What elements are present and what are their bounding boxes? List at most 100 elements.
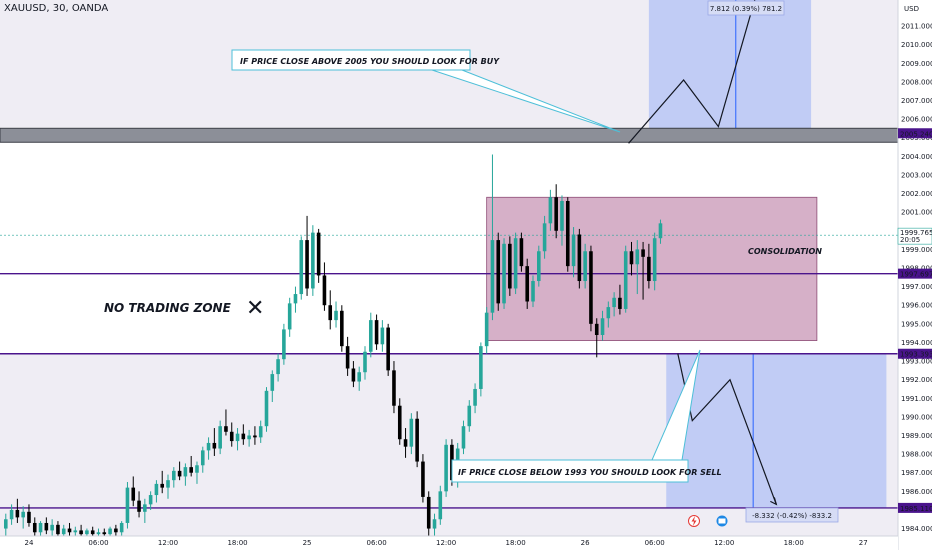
y-tick-label: 1984.000: [901, 525, 932, 533]
candle: [195, 461, 199, 484]
candle: [235, 428, 240, 451]
candle-body: [137, 500, 141, 512]
candle-body: [351, 368, 356, 382]
candle: [496, 232, 501, 311]
candle-body: [15, 509, 20, 518]
candle: [479, 342, 483, 397]
x-tick-label: 12:00: [714, 539, 734, 547]
candle-body: [496, 240, 501, 304]
candle-body: [235, 433, 240, 442]
y-tick-label: 1993.000: [901, 358, 932, 366]
y-tick-label: 2010.000: [901, 41, 932, 49]
candle-body: [270, 374, 275, 391]
x-tick-label: 06:00: [88, 539, 108, 547]
candle: [409, 413, 414, 455]
candle-body: [229, 431, 234, 442]
candle-body: [368, 320, 373, 352]
candle: [386, 323, 390, 376]
x-tick-label: 18:00: [227, 539, 247, 547]
candle: [67, 522, 72, 536]
candle: [270, 370, 275, 402]
candle: [183, 463, 188, 486]
candle: [461, 420, 466, 455]
candle: [166, 474, 170, 499]
candles-layer: [3, 154, 663, 536]
candle: [119, 521, 124, 536]
candle-body: [484, 312, 489, 347]
candle-body: [311, 232, 315, 289]
candle: [32, 517, 37, 536]
candle-body: [73, 530, 78, 533]
candle: [206, 437, 211, 460]
candle: [565, 197, 570, 272]
candle: [27, 504, 31, 527]
candle: [508, 236, 512, 296]
x-tick-label: 18:00: [506, 539, 526, 547]
candle: [351, 361, 356, 388]
candle: [438, 485, 443, 525]
buy-callout-pointer: [431, 69, 621, 133]
candle-body: [282, 329, 286, 360]
candle-body: [374, 320, 379, 345]
candle-body: [363, 351, 367, 373]
candle-body: [525, 266, 530, 302]
candle-body: [345, 346, 350, 369]
candle-body: [537, 251, 541, 282]
candle-body: [386, 327, 390, 371]
candle-body: [224, 426, 228, 432]
candle: [548, 189, 553, 231]
candle: [299, 236, 304, 300]
candle: [148, 491, 153, 510]
candle-body: [212, 442, 217, 449]
resistance-band: [0, 128, 898, 143]
candle-body: [334, 310, 338, 321]
candle-body: [32, 522, 37, 533]
y-tick-label: 1997.000: [901, 283, 932, 291]
level-tag-label: 2005.240: [900, 130, 932, 138]
candle: [334, 301, 338, 328]
candle-body: [102, 532, 107, 535]
candle-body: [305, 240, 309, 289]
candle-body: [119, 522, 124, 533]
candle-body: [90, 530, 95, 535]
candle-body: [600, 318, 605, 335]
symbol-label: XAUUSD, 30, OANDA: [4, 3, 109, 14]
candle: [531, 275, 535, 308]
candle: [368, 312, 373, 358]
consolidation-label: CONSOLIDATION: [748, 247, 822, 256]
candle: [102, 528, 107, 536]
candle-body: [612, 297, 616, 308]
candle: [287, 297, 292, 337]
candle: [594, 318, 599, 358]
candle: [38, 521, 43, 536]
candle-body: [589, 251, 593, 324]
level-tag-bg: [898, 268, 932, 279]
candle: [56, 521, 60, 536]
candle-body: [108, 528, 112, 535]
candle: [137, 491, 141, 518]
candle: [641, 241, 645, 300]
candle: [229, 422, 234, 447]
buy-measure-label: 7.812 (0.39%) 781.2: [710, 5, 782, 13]
candle: [44, 517, 49, 535]
candle: [322, 262, 327, 311]
candle-body: [316, 232, 321, 276]
candle: [623, 245, 628, 313]
candle-body: [247, 435, 251, 440]
candle: [560, 195, 564, 246]
y-tick-label: 2008.000: [901, 78, 932, 86]
candle-body: [490, 240, 495, 313]
candle-body: [27, 511, 31, 523]
x-tick-label: 25: [303, 539, 312, 547]
candle: [154, 480, 159, 503]
y-tick-label: 1989.000: [901, 432, 932, 440]
currency-label: USD: [904, 5, 919, 13]
candle: [525, 258, 530, 309]
y-tick-label: 1987.000: [901, 469, 932, 477]
candle-body: [594, 323, 599, 335]
sell-arrowhead: [770, 497, 778, 506]
candle-body: [548, 197, 553, 224]
